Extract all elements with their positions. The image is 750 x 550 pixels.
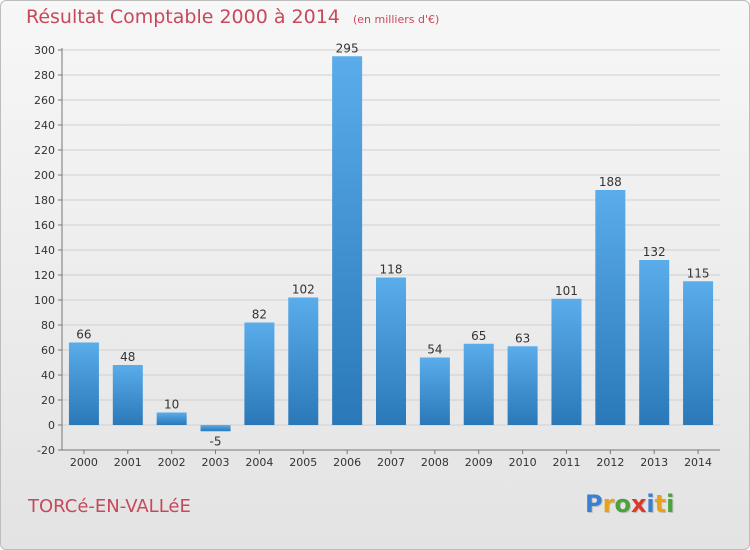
bar [639,260,670,425]
data-label: 118 [380,263,403,277]
y-tick-label: 160 [34,219,55,232]
x-tick-label: 2010 [509,456,537,469]
axes: -20 0 20 40 60 80 100 120 140 160 180 200 220 240 260 2… [34,44,720,469]
data-label: 82 [252,308,267,322]
data-label: 101 [555,284,578,298]
bar [244,322,275,425]
x-tick-label: 2005 [289,456,317,469]
y-tick-label: 180 [34,194,55,207]
y-tick-label: 80 [41,319,55,332]
bar [112,365,143,425]
bars [68,56,714,432]
data-label: 115 [687,266,710,280]
logo-letter: P [585,490,603,518]
bar [332,56,363,425]
x-tick-label: 2008 [421,456,449,469]
data-label: 65 [471,329,486,343]
x-tick-label: 2011 [552,456,580,469]
data-label: 54 [427,343,442,357]
bar [507,346,538,425]
bar [376,277,406,425]
chart-subtitle: (en milliers d'€) [352,13,440,26]
x-tick-label: 2006 [333,456,361,469]
data-label: 10 [164,398,179,412]
proxiti-logo: Proxiti [585,490,674,518]
y-tick-label: 300 [34,44,55,57]
logo-letter: i [666,490,675,518]
logo-letter: x [630,490,647,518]
logo-letter: r [602,490,615,518]
x-tick-label: 2009 [465,456,493,469]
bar [551,298,582,425]
logo-letter: i [646,490,655,518]
bar [200,425,231,432]
x-tick-label: 2014 [684,456,712,469]
x-tick-label: 2004 [245,456,273,469]
data-label: 63 [515,331,530,345]
bar [683,281,714,425]
bar [156,412,187,425]
data-label: 66 [76,328,91,342]
x-tick-label: 2007 [377,456,405,469]
data-label: 295 [336,41,359,55]
bar [68,342,99,425]
y-tick-label: 100 [34,294,55,307]
y-tick-label: 260 [34,94,55,107]
y-tick-label: 140 [34,244,55,257]
y-tick-label: 20 [41,394,55,407]
data-labels: 66 48 10 -5 82 102 295 118 54 65 63 101 188 132 115 [76,41,709,448]
y-tick-label: 40 [41,369,55,382]
bar [288,297,319,425]
y-tick-label: 200 [34,169,55,182]
data-label: -5 [210,434,222,448]
bar [419,357,450,425]
x-tick-label: 2001 [114,456,142,469]
bar [463,343,494,425]
y-tick-label: 0 [48,419,55,432]
data-label: 188 [599,175,622,189]
logo-letter: o [614,490,631,518]
logo-letter: t [654,490,667,518]
x-tick-label: 2000 [70,456,98,469]
chart-title: Résultat Comptable 2000 à 2014 [26,6,340,28]
bar [595,190,626,425]
data-label: 48 [120,350,135,364]
x-tick-label: 2002 [158,456,186,469]
y-tick-label: -20 [37,444,55,457]
y-tick-label: 220 [34,144,55,157]
x-tick-label: 2003 [202,456,230,469]
data-label: 102 [292,283,315,297]
x-tick-label: 2012 [596,456,624,469]
y-tick-label: 280 [34,69,55,82]
x-tick-label: 2013 [640,456,668,469]
y-tick-label: 60 [41,344,55,357]
title-row: Résultat Comptable 2000 à 2014 (en milli… [26,6,439,28]
data-label: 132 [643,245,666,259]
y-tick-label: 240 [34,119,55,132]
y-tick-label: 120 [34,269,55,282]
commune-name: TORCé-EN-VALLéE [28,496,191,517]
